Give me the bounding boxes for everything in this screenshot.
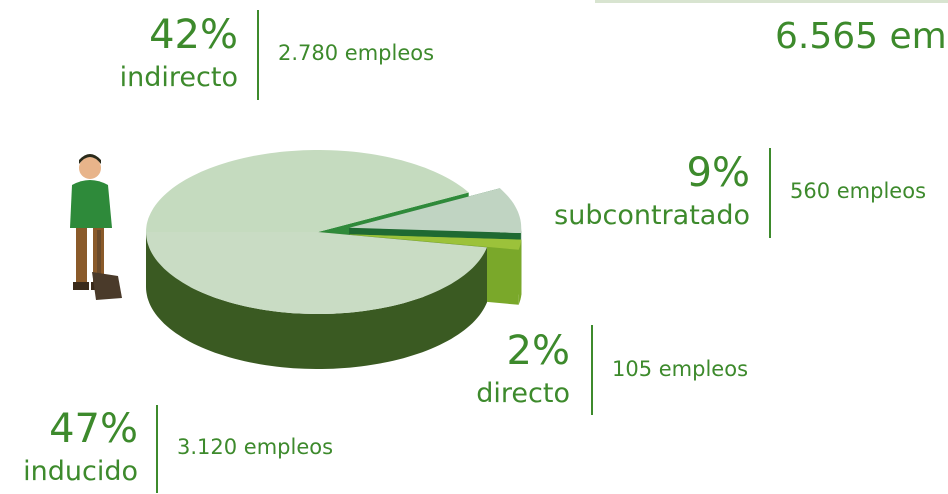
slice <box>349 188 522 233</box>
percent-label: 9% <box>687 150 750 196</box>
employee-label: 2.780 empleos <box>278 41 434 65</box>
employee-label: 560 empleos <box>790 179 926 203</box>
slice <box>349 234 522 250</box>
category-label: subcontratado <box>554 200 750 231</box>
slice-side <box>518 239 522 305</box>
top-rule <box>595 0 948 3</box>
percent-label: 47% <box>49 406 138 452</box>
slice <box>146 232 487 314</box>
category-label: inducido <box>23 456 138 487</box>
employee-label: 105 empleos <box>612 357 748 381</box>
slice <box>146 150 469 232</box>
slice-side <box>146 232 487 369</box>
person <box>70 154 122 300</box>
category-label: directo <box>476 378 570 409</box>
percent-label: 2% <box>507 328 570 374</box>
percent-label: 42% <box>149 12 238 58</box>
category-label: indirecto <box>120 62 238 93</box>
employee-label: 3.120 empleos <box>177 435 333 459</box>
chart-title: 6.565 empleos <box>775 16 948 57</box>
